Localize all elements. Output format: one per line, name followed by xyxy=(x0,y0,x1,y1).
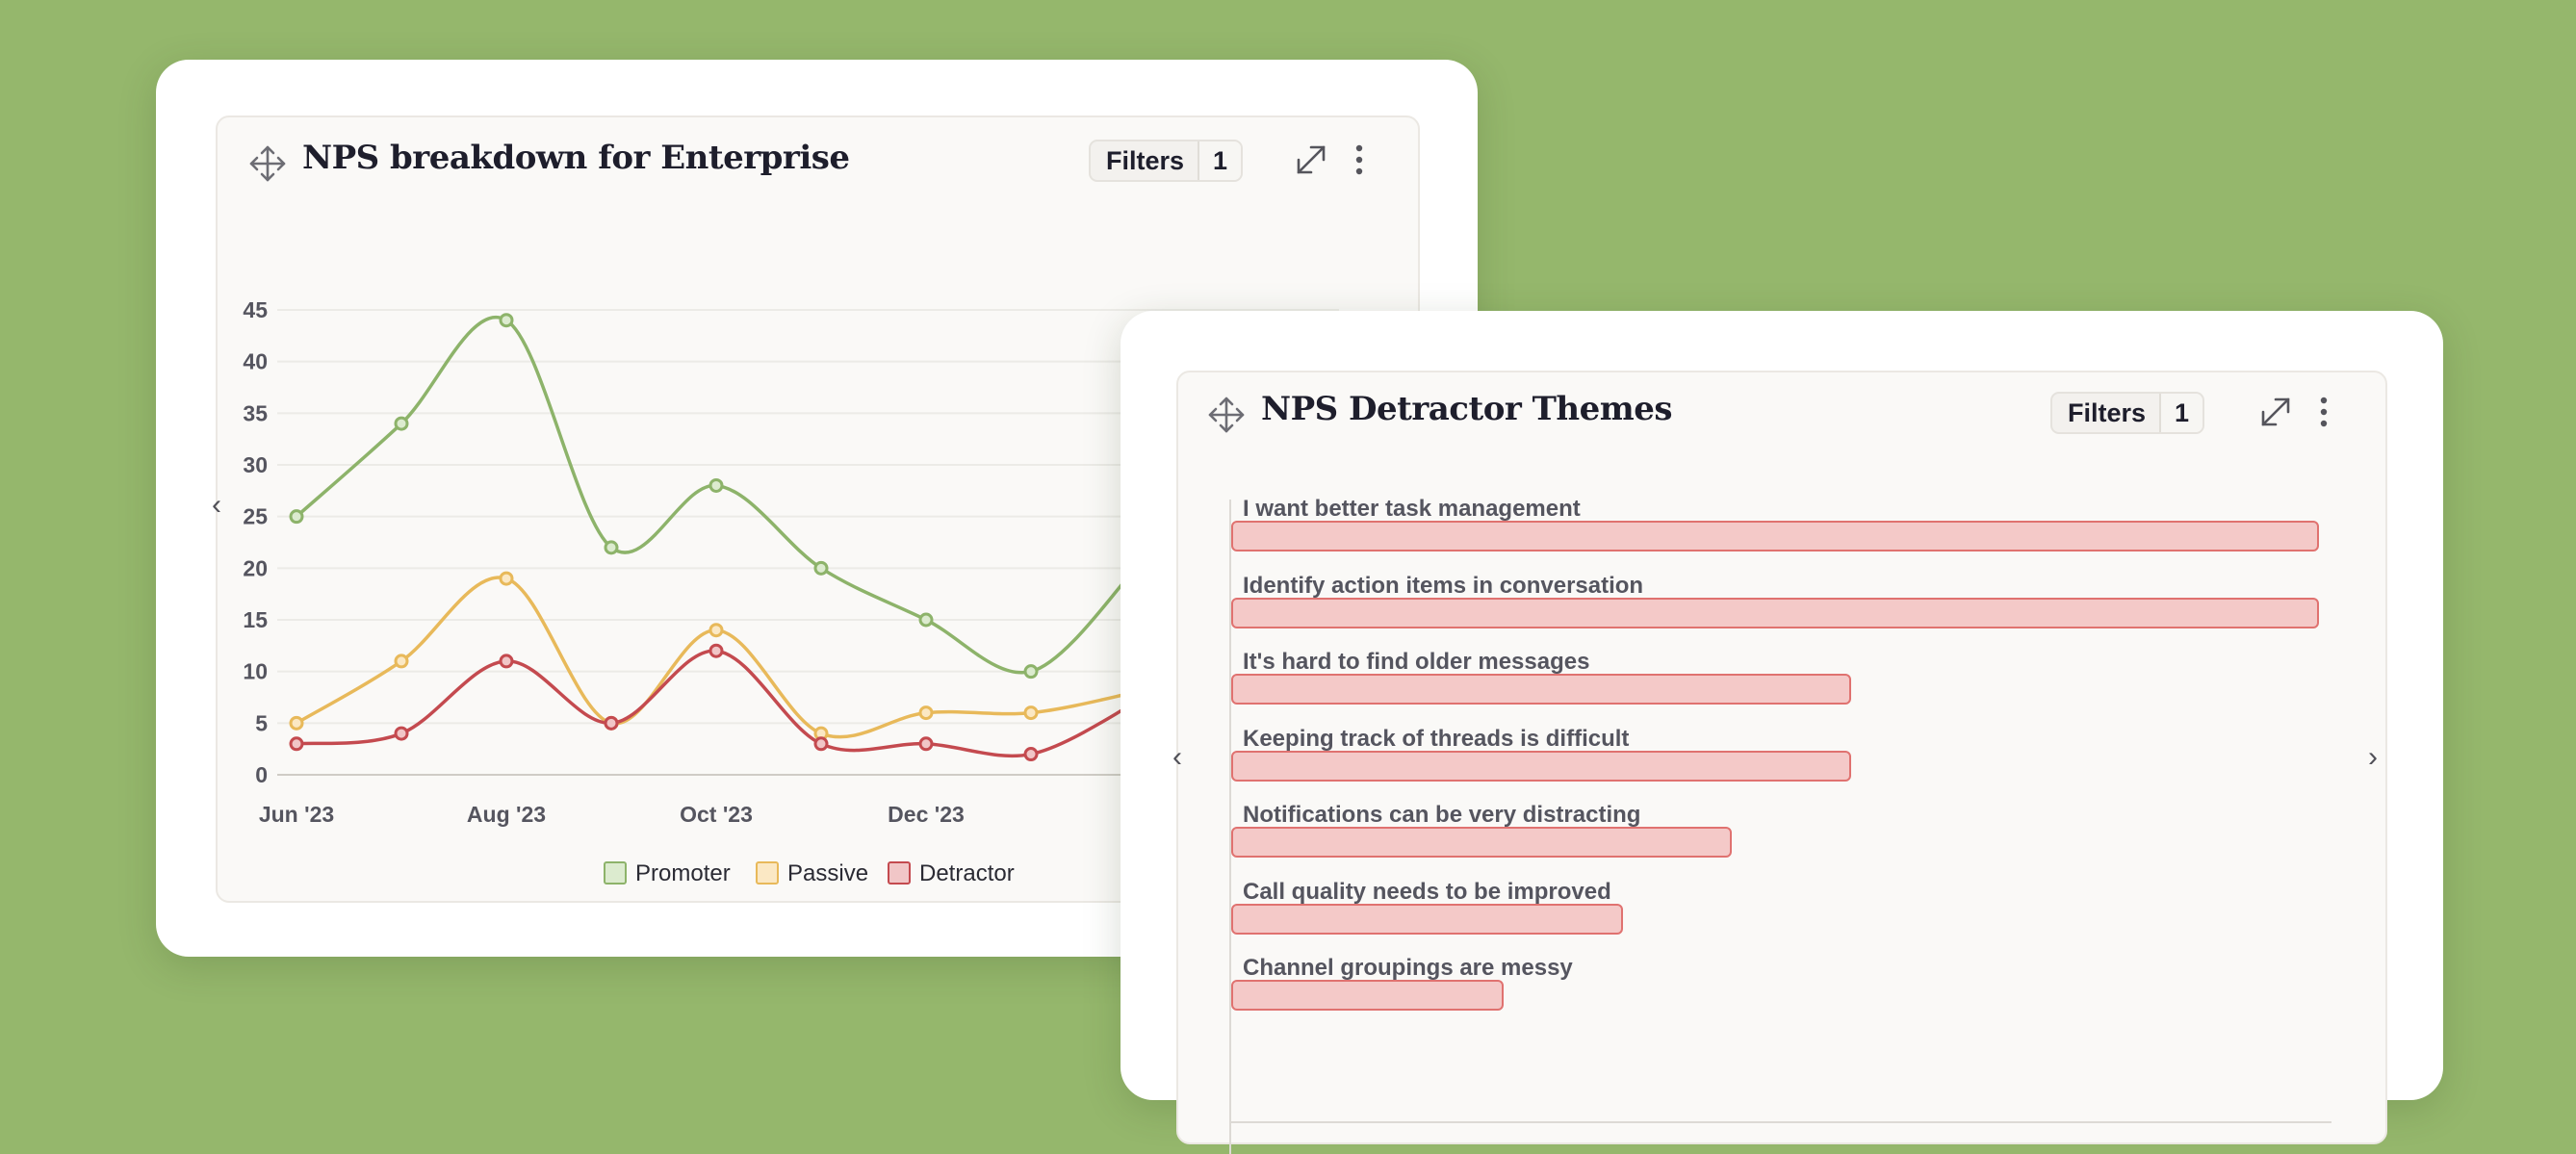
bar[interactable] xyxy=(1231,597,2319,628)
chart-title: NPS breakdown for Enterprise xyxy=(302,139,850,177)
bar-label: I want better task management xyxy=(1243,496,1581,522)
y-tick-label: 40 xyxy=(243,349,268,374)
x-tick-label: Jun '23 xyxy=(259,802,334,827)
chevron-left-icon[interactable]: ‹ xyxy=(1172,741,1182,773)
bar-label: Keeping track of threads is difficult xyxy=(1243,725,1630,752)
data-point-detractor xyxy=(604,715,619,731)
bar[interactable] xyxy=(1231,750,1852,782)
data-point-detractor xyxy=(289,736,304,752)
data-point-promoter xyxy=(918,612,934,628)
series-line-promoter xyxy=(295,316,1138,675)
legend-swatch-detractor xyxy=(888,861,911,885)
data-point-detractor xyxy=(813,736,829,752)
bar-label: Identify action items in conversation xyxy=(1243,572,1644,599)
data-point-passive xyxy=(708,623,724,638)
move-icon[interactable] xyxy=(1207,396,1246,434)
data-point-detractor xyxy=(1023,747,1039,762)
y-tick-label: 20 xyxy=(243,555,268,580)
y-tick-label: 35 xyxy=(243,400,268,425)
more-vertical-icon[interactable] xyxy=(2314,393,2333,431)
data-point-detractor xyxy=(708,643,724,658)
more-vertical-icon[interactable] xyxy=(1350,141,1369,179)
bar[interactable] xyxy=(1231,903,1623,935)
filters-label: Filters xyxy=(2068,397,2147,427)
filters-label: Filters xyxy=(1106,145,1185,175)
bar-baseline xyxy=(1229,1121,2331,1123)
y-tick-label: 15 xyxy=(243,607,268,632)
bar-label: Call quality needs to be improved xyxy=(1243,878,1611,905)
bar-label: Notifications can be very distracting xyxy=(1243,802,1641,828)
data-point-promoter xyxy=(813,560,829,576)
data-point-detractor xyxy=(499,654,514,669)
data-point-detractor xyxy=(394,726,409,741)
x-tick-label: Oct '23 xyxy=(680,802,753,827)
data-point-passive xyxy=(1023,705,1039,721)
bar-axis-line xyxy=(1229,500,1231,1154)
filters-button[interactable]: Filters 1 xyxy=(2050,392,2205,434)
nps-detractor-card: NPS Detractor Themes Filters 1 ‹ › I wan… xyxy=(1121,311,2443,1154)
bar[interactable] xyxy=(1231,827,1732,858)
nps-detractor-panel: NPS Detractor Themes Filters 1 ‹ › I wan… xyxy=(1172,371,2387,1154)
data-point-promoter xyxy=(289,509,304,525)
data-point-passive xyxy=(394,654,409,669)
expand-icon[interactable] xyxy=(1292,141,1330,179)
y-tick-label: 0 xyxy=(255,762,268,787)
legend-label-promoter: Promoter xyxy=(635,860,731,886)
data-point-promoter xyxy=(708,477,724,493)
y-tick-label: 45 xyxy=(243,297,268,322)
chart-title: NPS Detractor Themes xyxy=(1261,390,1673,428)
legend-label-passive: Passive xyxy=(787,860,868,886)
legend-label-detractor: Detractor xyxy=(919,860,1015,886)
series-line-detractor xyxy=(296,649,1137,758)
bar-label: It's hard to find older messages xyxy=(1243,649,1590,675)
y-tick-label: 30 xyxy=(243,452,268,477)
chevron-left-icon[interactable]: ‹ xyxy=(212,489,221,521)
data-point-passive xyxy=(918,705,934,721)
y-tick-label: 10 xyxy=(243,659,268,684)
bar[interactable] xyxy=(1231,980,1504,1011)
data-point-passive xyxy=(499,571,514,586)
move-icon[interactable] xyxy=(248,144,287,183)
data-point-promoter xyxy=(604,540,619,555)
legend-swatch-passive xyxy=(756,861,779,885)
bar-label: Channel groupings are messy xyxy=(1243,955,1573,981)
bar[interactable] xyxy=(1231,521,2319,551)
y-tick-label: 5 xyxy=(255,710,268,735)
filters-count-badge: 1 xyxy=(1198,141,1242,180)
series-line-passive xyxy=(296,576,1137,739)
data-point-promoter xyxy=(394,416,409,431)
legend-swatch-promoter xyxy=(604,861,627,885)
data-point-promoter xyxy=(1023,664,1039,680)
filters-button[interactable]: Filters 1 xyxy=(1089,140,1244,182)
bar[interactable] xyxy=(1231,674,1852,705)
filters-count-badge: 1 xyxy=(2159,394,2203,432)
x-tick-label: Aug '23 xyxy=(467,802,546,827)
x-tick-label: Dec '23 xyxy=(888,802,965,827)
expand-icon[interactable] xyxy=(2256,393,2295,431)
data-point-promoter xyxy=(499,313,514,328)
data-point-detractor xyxy=(918,736,934,752)
y-tick-label: 25 xyxy=(243,504,268,529)
data-point-passive xyxy=(289,715,304,731)
chevron-right-icon[interactable]: › xyxy=(2368,741,2378,773)
